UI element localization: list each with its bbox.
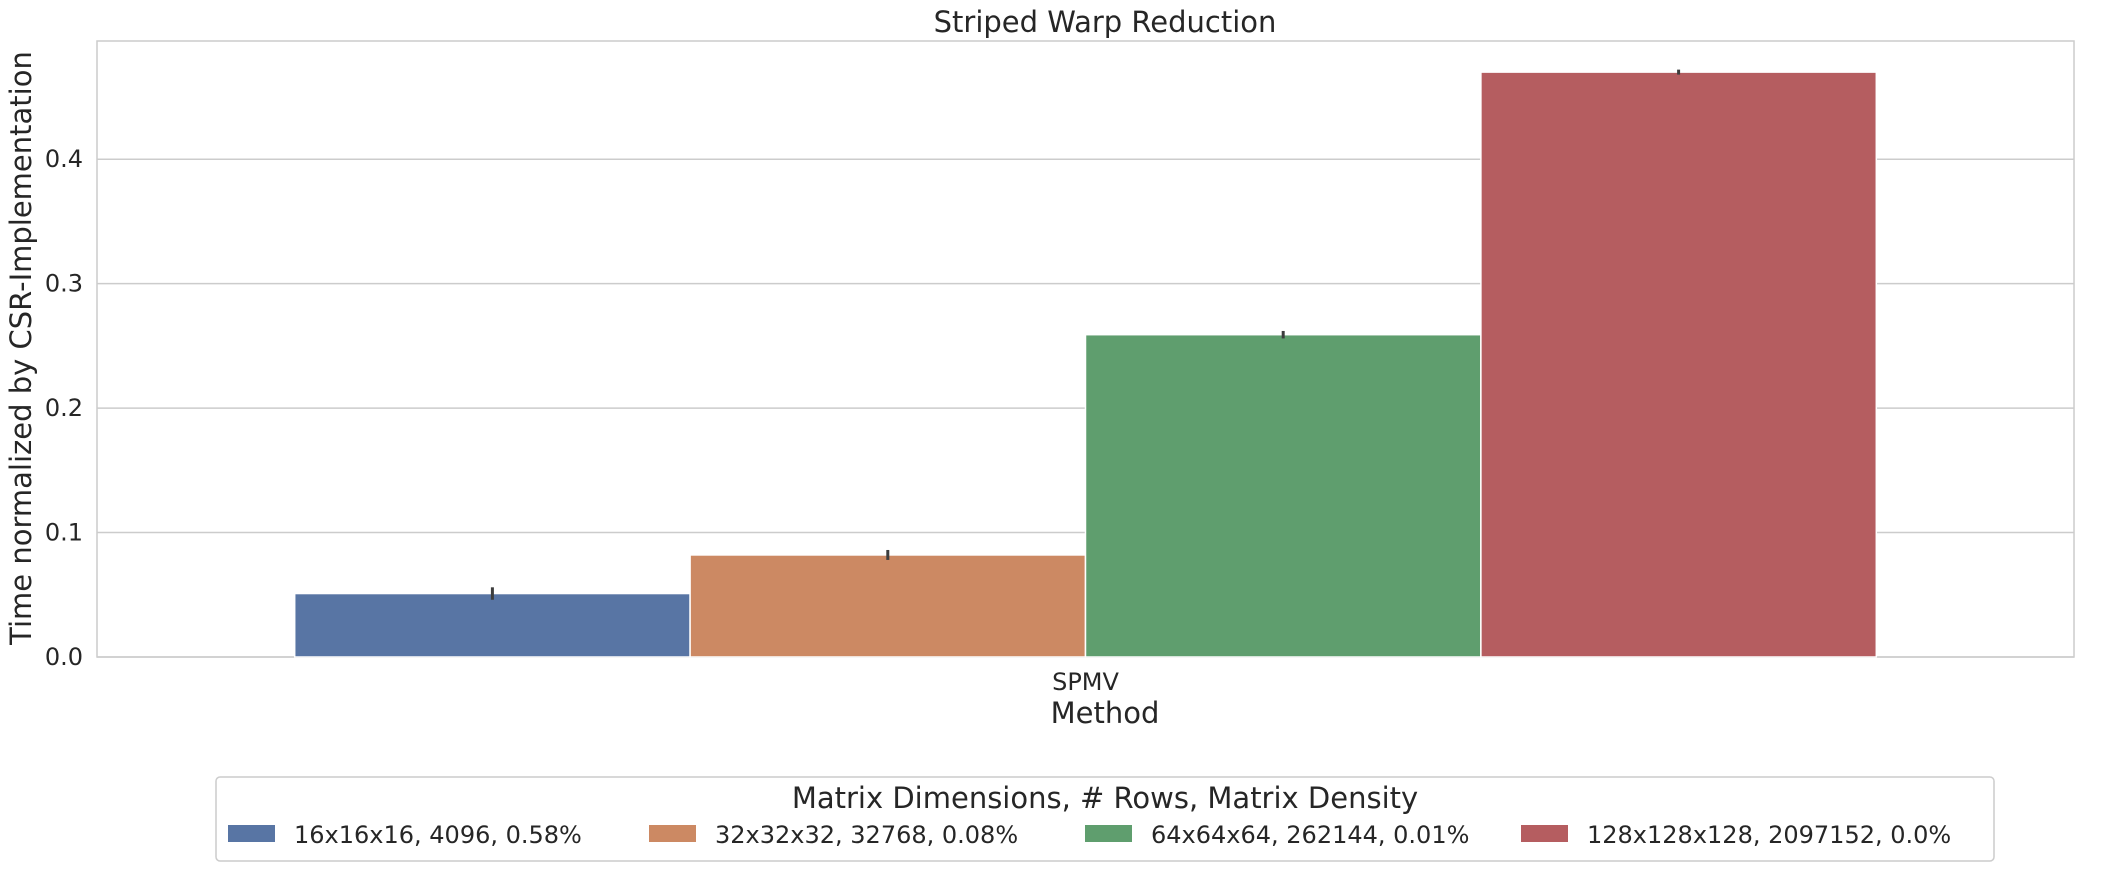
- legend-swatch: [1085, 825, 1132, 842]
- x-tick-label: SPMV: [1052, 668, 1119, 696]
- plot-area: [96, 40, 2075, 658]
- legend-entry-label: 64x64x64, 262144, 0.01%: [1151, 821, 1469, 849]
- bar: [1084, 333, 1482, 658]
- legend-entry-label: 16x16x16, 4096, 0.58%: [294, 821, 582, 849]
- legend-entry-label: 32x32x32, 32768, 0.08%: [715, 821, 1018, 849]
- bar: [1480, 71, 1878, 658]
- legend-swatch: [228, 825, 275, 842]
- y-tick-label: 0.2: [45, 394, 83, 422]
- chart-title: Striped Warp Reduction: [934, 5, 1277, 39]
- y-tick-label: 0.1: [45, 519, 83, 547]
- legend-swatch: [649, 825, 696, 842]
- legend: Matrix Dimensions, # Rows, Matrix Densit…: [215, 776, 1995, 862]
- x-axis: SPMV: [1052, 668, 1119, 696]
- legend-swatch: [1521, 825, 1568, 842]
- y-tick-label: 0.4: [45, 145, 83, 173]
- y-axis: 0.0 0.1 0.2 0.3 0.4: [45, 145, 83, 671]
- legend-entry-label: 128x128x128, 2097152, 0.0%: [1587, 821, 1951, 849]
- legend-title: Matrix Dimensions, # Rows, Matrix Densit…: [792, 781, 1418, 815]
- bar: [689, 554, 1087, 658]
- y-tick-label: 0.0: [45, 643, 83, 671]
- x-axis-label: Method: [1051, 696, 1160, 730]
- y-tick-label: 0.3: [45, 270, 83, 298]
- y-axis-label: Time normalized by CSR-Implementation: [4, 51, 38, 646]
- bar: [293, 592, 691, 658]
